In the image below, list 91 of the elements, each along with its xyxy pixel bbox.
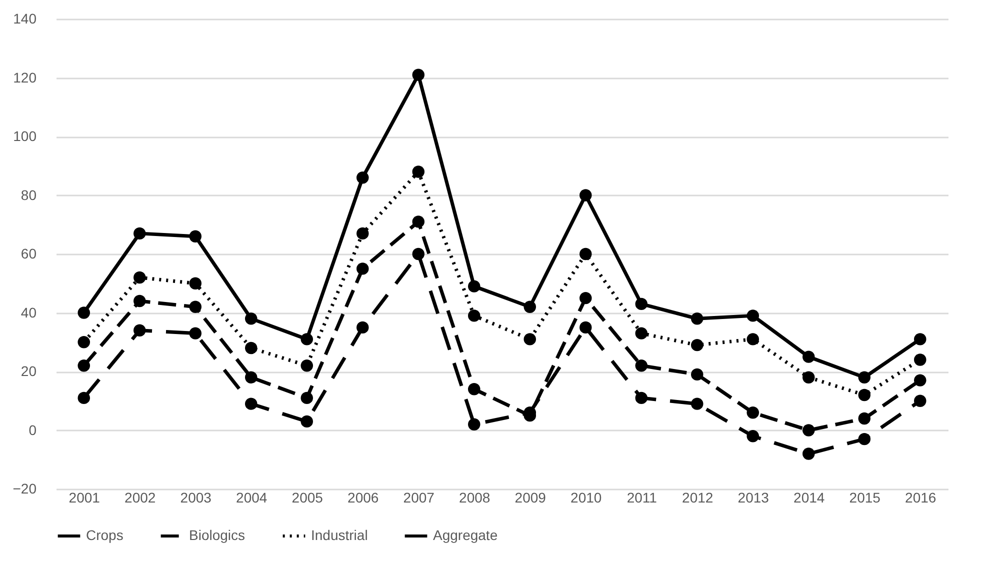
point (580, 189, 592, 202)
point (746, 333, 759, 346)
point (412, 248, 424, 260)
point (802, 424, 815, 436)
point (78, 336, 90, 348)
y-tick-label: 80 (20, 186, 37, 203)
point (691, 368, 704, 381)
x-tick-label: 2008 (459, 490, 490, 506)
x-tick-label: 2012 (682, 490, 714, 506)
point (78, 360, 90, 372)
point (300, 392, 313, 404)
y-tick-label: 40 (20, 304, 37, 320)
point (134, 227, 146, 240)
y-tick-label: 140 (13, 10, 37, 26)
x-tick-label: 2007 (403, 490, 435, 506)
point (189, 277, 202, 290)
point (914, 374, 926, 386)
point (245, 371, 258, 384)
point (635, 392, 648, 404)
point (691, 312, 704, 325)
point (580, 292, 592, 304)
point (356, 172, 369, 184)
y-tick-label: 100 (13, 128, 37, 144)
point (412, 216, 424, 228)
point (524, 300, 536, 313)
point (580, 248, 592, 260)
point (802, 448, 815, 460)
point (134, 271, 146, 284)
point (412, 166, 424, 178)
point (580, 321, 592, 334)
point (189, 300, 202, 313)
point (468, 383, 480, 396)
point (746, 430, 759, 442)
x-tick-label: 2001 (68, 490, 100, 506)
x-tick-label: 2014 (794, 490, 825, 506)
x-tick-label: 2009 (514, 490, 546, 506)
point (914, 354, 926, 366)
point (858, 388, 870, 402)
legend-label: Aggregate (433, 527, 498, 543)
x-tick-label: 2011 (626, 490, 658, 506)
point (468, 310, 480, 322)
point (635, 298, 648, 310)
y-tick-label: 0 (28, 422, 37, 438)
point (468, 418, 480, 430)
point (914, 394, 926, 407)
point (189, 230, 202, 242)
point (134, 324, 146, 336)
point (635, 360, 648, 372)
point (746, 310, 759, 322)
point (245, 312, 258, 325)
point (300, 415, 313, 428)
x-tick-label: 2006 (348, 490, 379, 506)
x-tick-label: 2004 (236, 490, 268, 506)
x-tick-label: 2003 (180, 490, 212, 506)
x-tick-label: 2015 (849, 490, 881, 506)
point (691, 398, 704, 410)
point (635, 327, 648, 340)
legend-label: Biologics (189, 527, 246, 543)
x-tick-label: 2010 (570, 490, 602, 506)
point (78, 306, 90, 319)
point (691, 338, 704, 352)
point (300, 333, 313, 346)
point (356, 227, 369, 240)
point (78, 392, 90, 404)
x-tick-label: 2016 (905, 490, 936, 506)
x-tick-label: 2005 (292, 490, 324, 506)
point (468, 280, 480, 292)
legend-label: Industrial (311, 527, 368, 543)
point (802, 371, 815, 384)
x-tick-label: 2013 (738, 490, 770, 506)
point (189, 327, 202, 340)
point (300, 360, 313, 372)
y-tick-label: 120 (13, 69, 37, 86)
point (858, 412, 870, 425)
legend-label: Crops (86, 527, 124, 543)
point (858, 432, 870, 446)
y-tick-label: −20 (12, 480, 37, 496)
point (134, 294, 146, 308)
x-tick-label: 2002 (124, 490, 156, 506)
point (245, 342, 258, 354)
point (746, 406, 759, 419)
y-tick-label: 20 (20, 363, 37, 379)
point (914, 333, 926, 346)
point (245, 398, 258, 410)
point (524, 333, 536, 346)
point (802, 350, 815, 363)
point (858, 371, 870, 384)
point (356, 262, 369, 275)
y-tick-label: 60 (20, 246, 37, 262)
point (356, 321, 369, 334)
point (412, 68, 424, 81)
